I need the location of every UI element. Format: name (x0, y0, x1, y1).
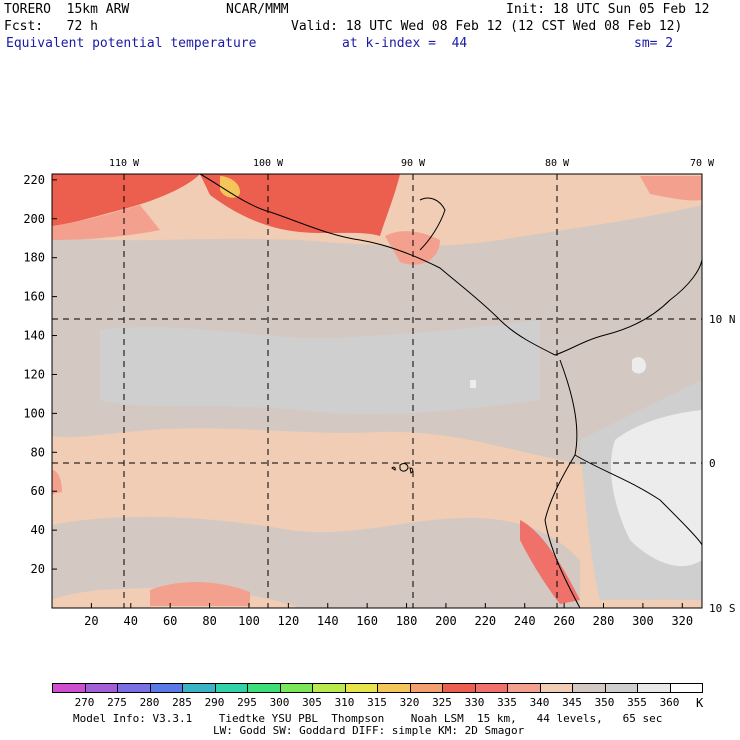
colorbar-swatch (669, 683, 703, 693)
map-frame (51, 173, 703, 609)
colorbar-swatch (312, 683, 346, 693)
y-axis-ticks: 220 200 180 160 140 120 100 80 60 40 20 (23, 173, 57, 576)
x-tick-label: 320 (671, 614, 693, 628)
colorbar-label: 315 (367, 696, 387, 709)
x-tick-label: 240 (514, 614, 536, 628)
x-tick-label: 180 (396, 614, 418, 628)
colorbar-label: 320 (399, 696, 420, 709)
colorbar-swatch (52, 683, 86, 693)
colorbar-label: 345 (562, 696, 582, 709)
colorbar-swatch (344, 683, 378, 693)
lat-label: 10 N (709, 313, 736, 326)
x-tick-label: 200 (435, 614, 457, 628)
colorbar-swatch (182, 683, 216, 693)
colorbar-label: 275 (107, 696, 127, 709)
lat-label: 0 (709, 457, 716, 470)
coastlines (199, 173, 703, 609)
colorbar-swatch (474, 683, 508, 693)
colorbar-label: 360 (659, 696, 680, 709)
colorbar-swatch (539, 683, 573, 693)
latitude-labels: 10 N 0 10 S (709, 313, 736, 615)
colorbar-swatch (117, 683, 151, 693)
colorbar-label: 325 (432, 696, 452, 709)
lon-label: 70 W (690, 158, 715, 169)
y-tick-label: 20 (31, 562, 45, 576)
colorbar-swatch (604, 683, 638, 693)
y-tick-label: 140 (23, 329, 45, 343)
lon-label: 80 W (545, 158, 570, 169)
graticule (52, 174, 702, 608)
y-tick-label: 160 (23, 290, 45, 304)
colorbar-label: 300 (269, 696, 290, 709)
valid-time: Valid: 18 UTC Wed 08 Feb 12 (12 CST Wed … (291, 19, 683, 34)
y-tick-label: 220 (23, 173, 45, 187)
colorbar-swatch (279, 683, 313, 693)
colorbar-label: 335 (497, 696, 517, 709)
physics-info: LW: Godd SW: Goddard DIFF: simple KM: 2D… (213, 724, 525, 737)
theta-e-map: 20 40 60 80 100 120 140 160 180 200 220 240 260 280 30… (23, 158, 736, 628)
colorbar-label: 290 (204, 696, 225, 709)
warm-regions (52, 174, 702, 606)
x-tick-label: 220 (474, 614, 496, 628)
y-tick-label: 180 (23, 251, 45, 265)
x-tick-label: 260 (553, 614, 575, 628)
colorbar-label: 295 (237, 696, 257, 709)
colorbar-label: 280 (139, 696, 160, 709)
colorbar-label: 270 (74, 696, 95, 709)
colorbar-label: 285 (172, 696, 192, 709)
colorbar-swatch (84, 683, 118, 693)
x-tick-label: 80 (202, 614, 216, 628)
colorbar-label: 305 (302, 696, 322, 709)
lon-label: 100 W (253, 158, 284, 169)
x-tick-label: 120 (278, 614, 300, 628)
near-white-regions (470, 357, 702, 567)
x-tick-label: 60 (163, 614, 177, 628)
init-time: Init: 18 UTC Sun 05 Feb 12 (506, 2, 710, 17)
x-tick-label: 160 (356, 614, 378, 628)
colorbar-swatch (377, 683, 411, 693)
colorbar-label: 330 (464, 696, 485, 709)
model-title: TORERO 15km ARW (4, 2, 130, 17)
x-tick-label: 280 (593, 614, 615, 628)
colorbar-swatch (409, 683, 443, 693)
y-tick-label: 200 (23, 212, 45, 226)
colorbar-label: 355 (627, 696, 647, 709)
x-tick-label: 140 (317, 614, 339, 628)
lon-label: 110 W (109, 158, 140, 169)
field-name: Equivalent potential temperature (6, 36, 257, 51)
colorbar-label: 340 (529, 696, 550, 709)
x-axis-ticks: 20 40 60 80 100 120 140 160 180 200 220 240 260 280 30… (84, 603, 693, 628)
x-tick-label: 300 (632, 614, 654, 628)
colorbar-swatch (572, 683, 606, 693)
lat-label: 10 S (709, 602, 736, 615)
y-tick-label: 60 (31, 484, 45, 498)
y-tick-label: 80 (31, 445, 45, 459)
forecast-hour: Fcst: 72 h (4, 19, 98, 34)
colorbar-swatch (247, 683, 281, 693)
colorbar-swatch (214, 683, 248, 693)
colorbar-label: 310 (334, 696, 355, 709)
colorbar-swatch (637, 683, 671, 693)
y-tick-label: 100 (23, 406, 45, 420)
colorbar-unit: K (696, 696, 704, 710)
lon-label: 90 W (401, 158, 426, 169)
center-label: NCAR/MMM (226, 2, 289, 17)
colorbar-label: 350 (594, 696, 615, 709)
y-tick-label: 40 (31, 523, 45, 537)
colorbar-swatch (507, 683, 541, 693)
x-tick-label: 100 (238, 614, 260, 628)
x-tick-label: 40 (124, 614, 138, 628)
colorbar-swatch (149, 683, 183, 693)
longitude-labels: 110 W 100 W 90 W 80 W 70 W (109, 158, 715, 169)
model-info: Model Info: V3.3.1 Tiedtke YSU PBL Thomp… (73, 712, 663, 725)
x-tick-label: 20 (84, 614, 98, 628)
colorbar-swatch (442, 683, 476, 693)
level-label: at k-index = 44 (342, 36, 468, 51)
smoothing-label: sm= 2 (634, 36, 674, 51)
y-tick-label: 120 (23, 367, 45, 381)
